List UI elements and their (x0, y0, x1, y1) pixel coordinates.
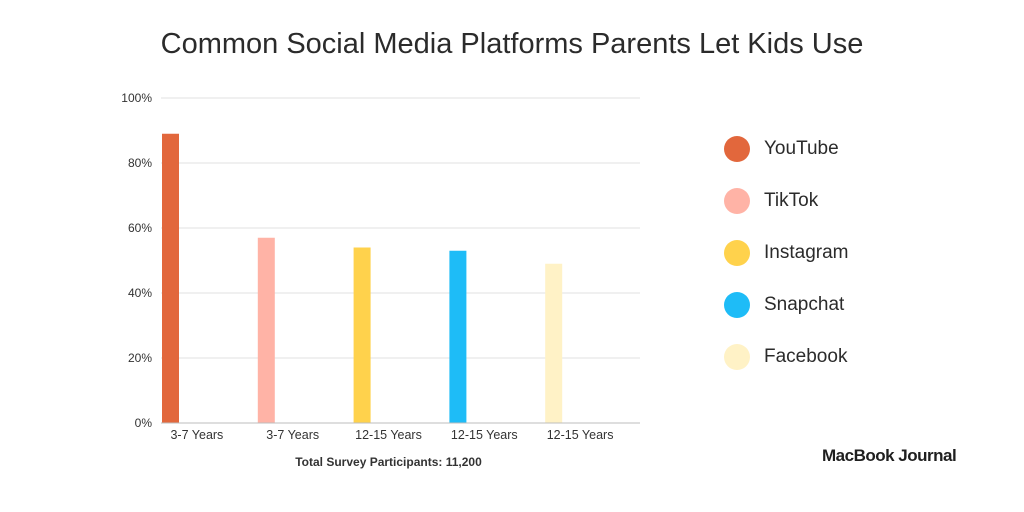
legend-item: Snapchat (724, 292, 984, 318)
legend-swatch (724, 240, 750, 266)
gridlines (161, 97, 640, 359)
x-category-label: 12-15 Years (355, 428, 422, 442)
x-category-label: 3-7 Years (266, 428, 319, 442)
y-tick-label: 60% (128, 221, 152, 235)
legend-swatch (724, 344, 750, 370)
bars (162, 133, 563, 423)
legend-label: TikTok (764, 190, 819, 211)
x-axis-label: Total Survey Participants: 11,200 (295, 455, 482, 469)
x-category-label: 12-15 Years (547, 428, 614, 442)
bar-snapchat (449, 250, 467, 423)
y-tick-label: 20% (128, 351, 152, 365)
bar-youtube (162, 133, 179, 423)
brand-logo: MacBook Journal (822, 446, 957, 465)
y-tick-label: 80% (128, 156, 152, 170)
bar-instagram (353, 247, 371, 423)
legend-item: Instagram (724, 240, 984, 266)
x-category-label: 12-15 Years (451, 428, 518, 442)
legend-swatch (724, 292, 750, 318)
legend-label: Snapchat (764, 294, 845, 315)
legend-swatch (724, 136, 750, 162)
x-category-label: 3-7 Years (170, 428, 223, 442)
legend-item: Facebook (724, 344, 984, 370)
legend-item: YouTube (724, 136, 984, 162)
y-axis-tick-labels: 0% 20% 40% 60% 80% 100% (121, 91, 152, 430)
y-tick-label: 0% (135, 416, 153, 430)
y-tick-label: 100% (121, 91, 152, 105)
bar-facebook (545, 263, 563, 423)
y-tick-label: 40% (128, 286, 152, 300)
legend-label: Facebook (764, 346, 848, 367)
legend-label: Instagram (764, 242, 849, 263)
legend-item: TikTok (724, 188, 984, 214)
legend-label: YouTube (764, 138, 839, 159)
chart-title: Common Social Media Platforms Parents Le… (160, 28, 864, 60)
bar-tiktok (257, 237, 275, 423)
x-axis-category-labels: 3-7 Years 3-7 Years 12-15 Years 12-15 Years… (170, 428, 613, 442)
legend: YouTube TikTok Instagram Snapchat Facebook (724, 136, 984, 396)
legend-swatch (724, 188, 750, 214)
